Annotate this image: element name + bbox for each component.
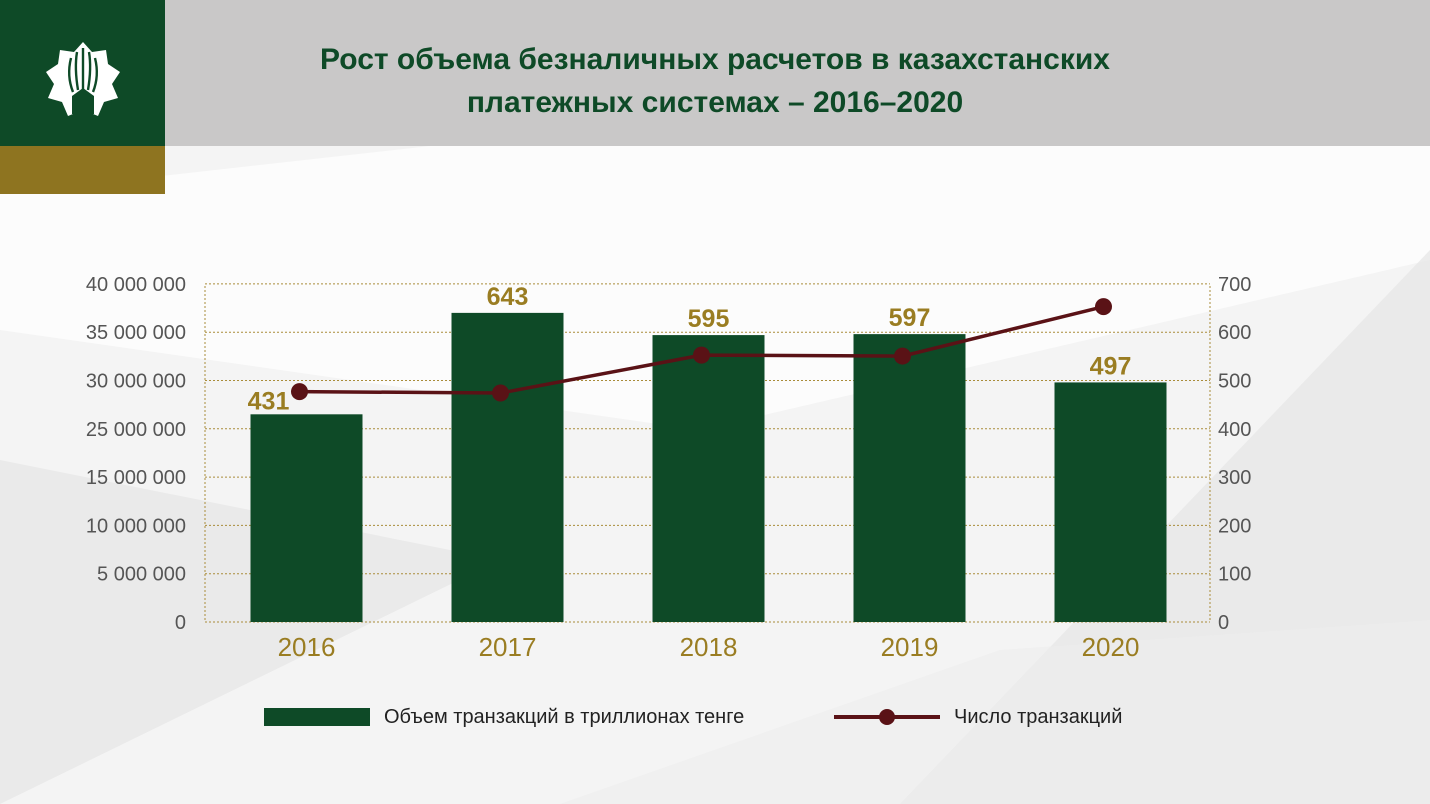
x-tick-label: 2017 — [479, 632, 537, 662]
bar-data-label: 597 — [889, 304, 931, 332]
legend-item-volume: Объем транзакций в триллионах тенге — [264, 700, 744, 734]
y-left-tick-label: 30 000 000 — [86, 371, 186, 393]
y-right-tick-label: 300 — [1218, 467, 1251, 489]
legend-item-count: Число транзакций — [834, 700, 1122, 734]
y-left-tick-label: 25 000 000 — [86, 419, 186, 441]
y-right-tick-label: 0 — [1218, 612, 1229, 634]
header-band — [165, 0, 1430, 146]
bar-2020 — [1054, 382, 1167, 622]
chart-legend: Объем транзакций в триллионах тенге Числ… — [0, 700, 1430, 734]
y-right-tick-label: 400 — [1218, 419, 1251, 441]
bar-2018 — [652, 335, 765, 622]
legend-label-volume: Объем транзакций в триллионах тенге — [384, 705, 745, 728]
y-right-tick-label: 700 — [1218, 274, 1251, 296]
accent-gold-block — [0, 146, 165, 194]
title-line-1: Рост объема безналичных расчетов в казах… — [320, 43, 1110, 76]
x-tick-label: 2020 — [1082, 632, 1140, 662]
y-left-tick-label: 10 000 000 — [86, 515, 186, 537]
line-point-2016 — [291, 383, 308, 401]
y-left-tick-label: 35 000 000 — [86, 322, 186, 344]
y-right-tick-label: 500 — [1218, 371, 1251, 393]
legend-line-swatch — [834, 709, 940, 725]
bar-data-label: 431 — [248, 387, 290, 415]
y-left-tick-label: 0 — [175, 612, 186, 634]
line-point-2019 — [894, 347, 911, 365]
line-point-2020 — [1095, 298, 1112, 316]
line-point-2017 — [492, 384, 509, 402]
title-line-2: платежных системах – 2016–2020 — [466, 86, 964, 119]
legend-bar-swatch — [264, 708, 370, 726]
combo-chart: 0 0 5 000 000 100 10 000 000 200 15 000 000 300… — [86, 274, 1251, 662]
x-tick-label: 2016 — [278, 632, 336, 662]
bar-data-label: 643 — [487, 283, 529, 311]
bar-2016 — [250, 414, 363, 622]
bar-data-label: 497 — [1090, 352, 1132, 380]
y-left-tick-label: 40 000 000 — [86, 274, 186, 296]
line-point-2018 — [693, 346, 710, 364]
y-right-tick-label: 200 — [1218, 515, 1251, 537]
y-left-tick-label: 15 000 000 — [86, 467, 186, 489]
bar-data-label: 595 — [688, 305, 730, 333]
x-tick-label: 2019 — [881, 632, 939, 662]
bar-2019 — [853, 334, 966, 622]
legend-label-count: Число транзакций — [954, 705, 1123, 728]
page-title: Рост объема безналичных расчетов в казах… — [165, 38, 1265, 124]
y-right-tick-label: 600 — [1218, 322, 1251, 344]
y-right-tick-label: 100 — [1218, 564, 1251, 586]
national-bank-emblem-icon — [46, 42, 120, 116]
x-tick-label: 2018 — [680, 632, 738, 662]
y-left-tick-label: 5 000 000 — [97, 564, 186, 586]
logo-panel — [0, 0, 165, 146]
bar-2017 — [451, 312, 564, 622]
